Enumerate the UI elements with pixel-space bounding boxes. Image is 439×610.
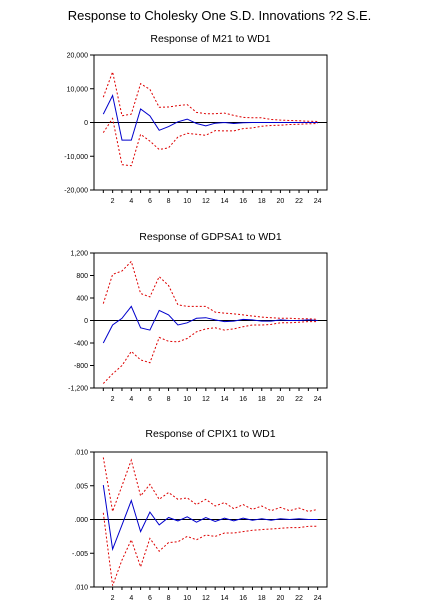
band-upper-line	[102, 457, 318, 514]
x-tick-label: 4	[129, 595, 133, 602]
band-upper-line	[102, 260, 318, 320]
band-upper-line	[102, 70, 318, 122]
x-tick-label: 24	[314, 396, 322, 403]
x-tick-label: 14	[221, 396, 229, 403]
x-tick-label: 8	[167, 595, 171, 602]
x-tick-label: 18	[258, 198, 266, 205]
y-tick-label: .010	[74, 585, 88, 592]
band-lower-line	[102, 512, 318, 586]
x-tick-label: 20	[277, 198, 285, 205]
x-tick-label: 12	[202, 396, 210, 403]
y-tick-label: -.005	[72, 551, 88, 558]
x-tick-label: 22	[295, 198, 303, 205]
x-tick-label: 4	[129, 396, 133, 403]
x-tick-label: 20	[277, 595, 285, 602]
y-tick-label: 20,000	[67, 53, 89, 60]
x-tick-label: 24	[314, 198, 322, 205]
y-tick-label: -1,200	[68, 386, 88, 393]
y-tick-label: 800	[76, 273, 88, 280]
y-tick-label: 400	[76, 296, 88, 303]
y-tick-label: -10,000	[64, 154, 88, 161]
chart-panel-gdpsa1: Response of GDPSA1 to WD1 -1,200 -800 -400 0…	[68, 231, 328, 403]
x-tick-label: 6	[148, 396, 152, 403]
x-tick-label: 10	[183, 595, 191, 602]
chart-title: Response of M21 to WD1	[150, 33, 270, 45]
response-line	[102, 485, 318, 552]
x-tick-label: 6	[148, 198, 152, 205]
x-tick-label: 2	[111, 396, 115, 403]
y-tick-label: 0	[84, 120, 88, 127]
x-tick-label: 16	[239, 198, 247, 205]
response-line	[102, 305, 318, 344]
y-tick-label: 1,200	[70, 251, 88, 258]
chart-panel-cpix1: Response of CPIX1 to WD1 .010 -.005 .000 .00…	[72, 428, 328, 602]
band-lower-line	[102, 117, 318, 167]
x-tick-label: 14	[221, 198, 229, 205]
band-lower-line	[102, 321, 318, 384]
response-line	[102, 93, 318, 141]
x-tick-label: 14	[221, 595, 229, 602]
x-tick-label: 16	[239, 396, 247, 403]
y-tick-label: .005	[74, 483, 88, 490]
x-tick-label: 10	[183, 396, 191, 403]
y-tick-label: 0	[84, 318, 88, 325]
x-tick-label: 18	[258, 595, 266, 602]
x-tick-label: 24	[314, 595, 322, 602]
y-tick-label: .010	[74, 450, 88, 457]
x-tick-label: 2	[111, 595, 115, 602]
x-tick-label: 6	[148, 595, 152, 602]
chart-title: Response of GDPSA1 to WD1	[139, 231, 282, 243]
x-tick-label: 22	[295, 595, 303, 602]
x-tick-label: 8	[167, 198, 171, 205]
x-tick-label: 12	[202, 198, 210, 205]
x-tick-label: 10	[183, 198, 191, 205]
x-tick-label: 22	[295, 396, 303, 403]
x-tick-label: 20	[277, 396, 285, 403]
y-tick-label: -800	[74, 363, 88, 370]
x-tick-label: 18	[258, 396, 266, 403]
x-tick-label: 2	[111, 198, 115, 205]
y-tick-label: -20,000	[64, 188, 88, 195]
x-tick-label: 4	[129, 198, 133, 205]
x-tick-label: 8	[167, 396, 171, 403]
chart-panel-m21: Response of M21 to WD1 -20,000 -10,000 0 10,…	[64, 33, 328, 205]
y-tick-label: 10,000	[67, 86, 89, 93]
y-tick-label: -400	[74, 341, 88, 348]
x-tick-label: 16	[239, 595, 247, 602]
x-tick-label: 12	[202, 595, 210, 602]
figure-title: Response to Cholesky One S.D. Innovation…	[67, 8, 372, 23]
y-tick-label: .000	[74, 517, 88, 524]
chart-title: Response of CPIX1 to WD1	[145, 428, 275, 440]
